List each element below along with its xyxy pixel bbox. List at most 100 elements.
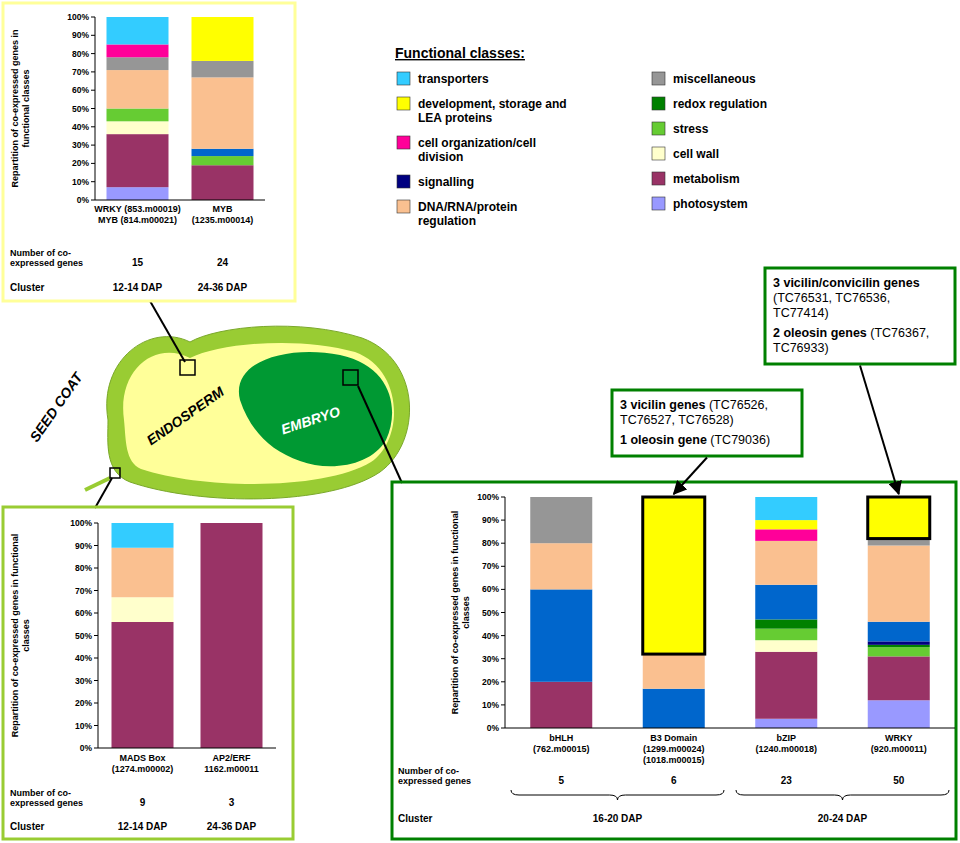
row-label: Number of co-expressed genes	[398, 766, 471, 786]
y-tick-label: 30%	[482, 654, 499, 664]
bar-segment: cell wall	[201, 523, 263, 524]
bar-segment: development, storage and LEA proteins	[201, 523, 263, 524]
row-label: Number of co-expressed genes	[10, 788, 83, 808]
legend-swatch	[652, 197, 665, 210]
bar-segment: transporters	[112, 523, 174, 548]
legend-label: metabolism	[673, 172, 740, 186]
row-label-line: expressed genes	[10, 258, 83, 268]
legend-swatch	[652, 72, 665, 85]
legend-label-line: cell organization/cell	[418, 136, 536, 150]
connector	[150, 301, 185, 362]
cluster-brace	[736, 790, 949, 800]
legend-label-line: redox regulation	[673, 97, 767, 111]
y-axis-title-line: Repartition of co-expressed genes in fun…	[450, 511, 460, 715]
category-label-line: bZIP	[777, 733, 797, 743]
y-tick	[91, 200, 95, 201]
bar-segment: signalling	[868, 641, 930, 644]
category-label-line: (1235.m00014)	[192, 215, 254, 225]
embryo-label: EMBRYO	[279, 403, 342, 437]
legend-swatch	[652, 122, 665, 135]
legend: Functional classes:transportersdevelopme…	[395, 45, 767, 228]
bar-segment: metabolism	[192, 165, 254, 200]
legend-label: stress	[673, 122, 709, 136]
y-tick-label: 20%	[72, 158, 89, 168]
y-tick-label: 10%	[482, 700, 499, 710]
callout-box	[612, 390, 802, 456]
callout-run: (TC76531, TC76536,	[773, 291, 890, 305]
legend-swatch	[397, 175, 410, 188]
bar-segment: DNA/RNA/protein regulation	[755, 541, 817, 585]
bar-segment: transporters	[107, 17, 169, 44]
legend-label-line: development, storage and	[418, 97, 567, 111]
bar-segment: cell organization/cell division	[201, 523, 263, 524]
callout-run: (TC76367,	[867, 326, 930, 340]
category-label-line: MYB	[213, 204, 234, 214]
legend-swatch	[397, 200, 410, 213]
bar-segment	[192, 149, 254, 156]
y-axis-title-line: classes	[21, 619, 31, 652]
bar-segment	[530, 589, 592, 681]
y-tick-label: 100%	[477, 492, 499, 502]
x-axis-line	[95, 200, 265, 201]
callout-run: TC76527, TC76528)	[620, 413, 734, 427]
gene-count: 9	[140, 797, 146, 808]
y-tick-label: 90%	[482, 515, 499, 525]
y-tick-label: 0%	[487, 723, 500, 733]
category-label: MADS Box(1274.m00002)	[112, 753, 174, 774]
y-tick-label: 80%	[75, 563, 92, 573]
category-label-line: (1018.m00015)	[643, 755, 705, 765]
y-tick-label: 10%	[75, 721, 92, 731]
y-tick-label: 50%	[75, 631, 92, 641]
legend-label: redox regulation	[673, 97, 767, 111]
bar-segment: transporters	[530, 497, 592, 498]
y-tick	[94, 680, 98, 681]
bar-segment	[201, 523, 263, 524]
callout-run: (TC76526,	[705, 398, 768, 412]
y-tick	[94, 545, 98, 546]
figure: SEED COATENDOSPERMEMBRYOFunctional class…	[0, 0, 960, 843]
row-label: Cluster	[10, 282, 45, 293]
y-tick	[91, 35, 95, 36]
bar-segment: signalling	[201, 523, 263, 524]
legend-label-line: division	[418, 150, 463, 164]
category-label-line: 1162.m00011	[204, 764, 259, 774]
legend-label-line: miscellaneous	[673, 72, 756, 86]
bar-segment: stress	[868, 647, 930, 656]
category-label: B3 Domain(1299.m00024)(1018.m00015)	[643, 733, 705, 765]
panel-border	[3, 507, 293, 839]
y-tick	[91, 71, 95, 72]
callout-run: 2 oleosin genes	[773, 326, 867, 340]
cluster-label: 12-14 DAP	[118, 821, 168, 832]
y-tick-label: 70%	[482, 561, 499, 571]
row-label: Number of co-expressed genes	[10, 248, 83, 268]
row-label-line: Number of co-	[10, 248, 71, 258]
row-label: Cluster	[10, 821, 45, 832]
legend-label-line: DNA/RNA/protein	[418, 200, 517, 214]
bar-segment: DNA/RNA/protein regulation	[112, 548, 174, 598]
y-axis-title-line: functional classes	[21, 69, 31, 147]
bar-segment: miscellaneous	[201, 523, 263, 524]
category-label-line: WRKY	[885, 733, 913, 743]
bar-segment: miscellaneous	[192, 61, 254, 77]
sample-square	[110, 468, 120, 478]
row-label-line: expressed genes	[10, 798, 83, 808]
category-label-line: B3 Domain	[650, 733, 697, 743]
bar-segment: stress	[107, 109, 169, 122]
y-tick	[501, 635, 505, 636]
highlight-box	[643, 497, 705, 654]
bar-segment: metabolism	[530, 682, 592, 728]
bar-segment: cell wall	[112, 597, 174, 622]
cluster-label: 16-20 DAP	[593, 813, 643, 824]
legend-label-line: metabolism	[673, 172, 740, 186]
bars: photosystemmetabolismcell wallstressredo…	[530, 497, 930, 728]
sample-square	[180, 360, 195, 375]
gene-count: 5	[558, 775, 564, 786]
legend-label-line: signalling	[418, 175, 474, 189]
y-tick	[91, 145, 95, 146]
bar-segment: miscellaneous	[107, 57, 169, 70]
connector	[358, 386, 402, 483]
legend-swatch	[397, 72, 410, 85]
x-axis-line	[505, 728, 955, 729]
category-label-line: AP2/ERF	[212, 753, 251, 763]
y-tick	[501, 728, 505, 729]
